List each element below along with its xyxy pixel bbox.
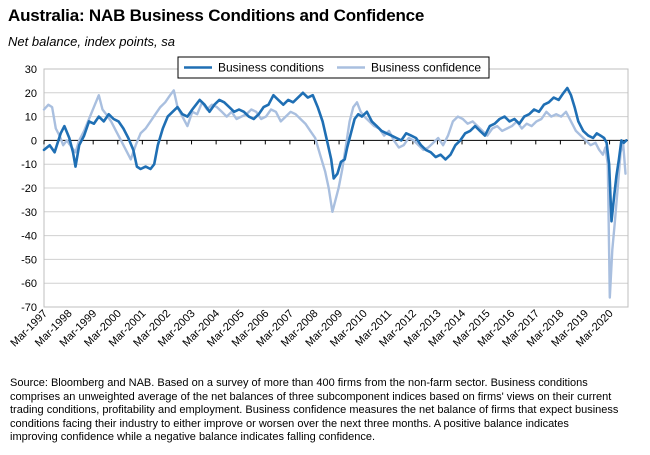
source-line: conditions facing their industry to eith…	[10, 417, 569, 430]
chart-title: Australia: NAB Business Conditions and C…	[8, 6, 425, 25]
y-tick-label: -10	[21, 159, 37, 171]
series-line-business-conditions	[42, 86, 628, 223]
y-tick-label: 30	[25, 64, 37, 76]
y-tick-label: -60	[21, 278, 37, 290]
y-tick-label: -40	[21, 231, 37, 243]
legend-item-business-confidence: Business confidence	[371, 61, 481, 75]
chart-subtitle: Net balance, index points, sa	[8, 34, 175, 49]
source-line: Source: Bloomberg and NAB. Based on a su…	[10, 377, 588, 389]
y-tick-label: -50	[21, 254, 37, 266]
source-note: Source: Bloomberg and NAB. Based on a su…	[10, 377, 640, 445]
source-line: trading conditions, profitability and em…	[10, 404, 619, 417]
y-tick-label: 10	[25, 112, 37, 124]
legend-item-business-conditions: Business conditions	[218, 61, 324, 75]
y-tick-label: 0	[31, 135, 37, 147]
y-tick-label: -70	[21, 302, 37, 314]
y-tick-label: -20	[21, 183, 37, 195]
source-line: comprises an unweighted average of the n…	[10, 390, 612, 403]
y-tick-label: -30	[21, 207, 37, 219]
series-line-business-confidence	[42, 89, 627, 299]
source-line: improving confidence while a negative ba…	[10, 431, 376, 444]
legend-box	[177, 56, 490, 79]
y-tick-label: 20	[25, 88, 37, 100]
